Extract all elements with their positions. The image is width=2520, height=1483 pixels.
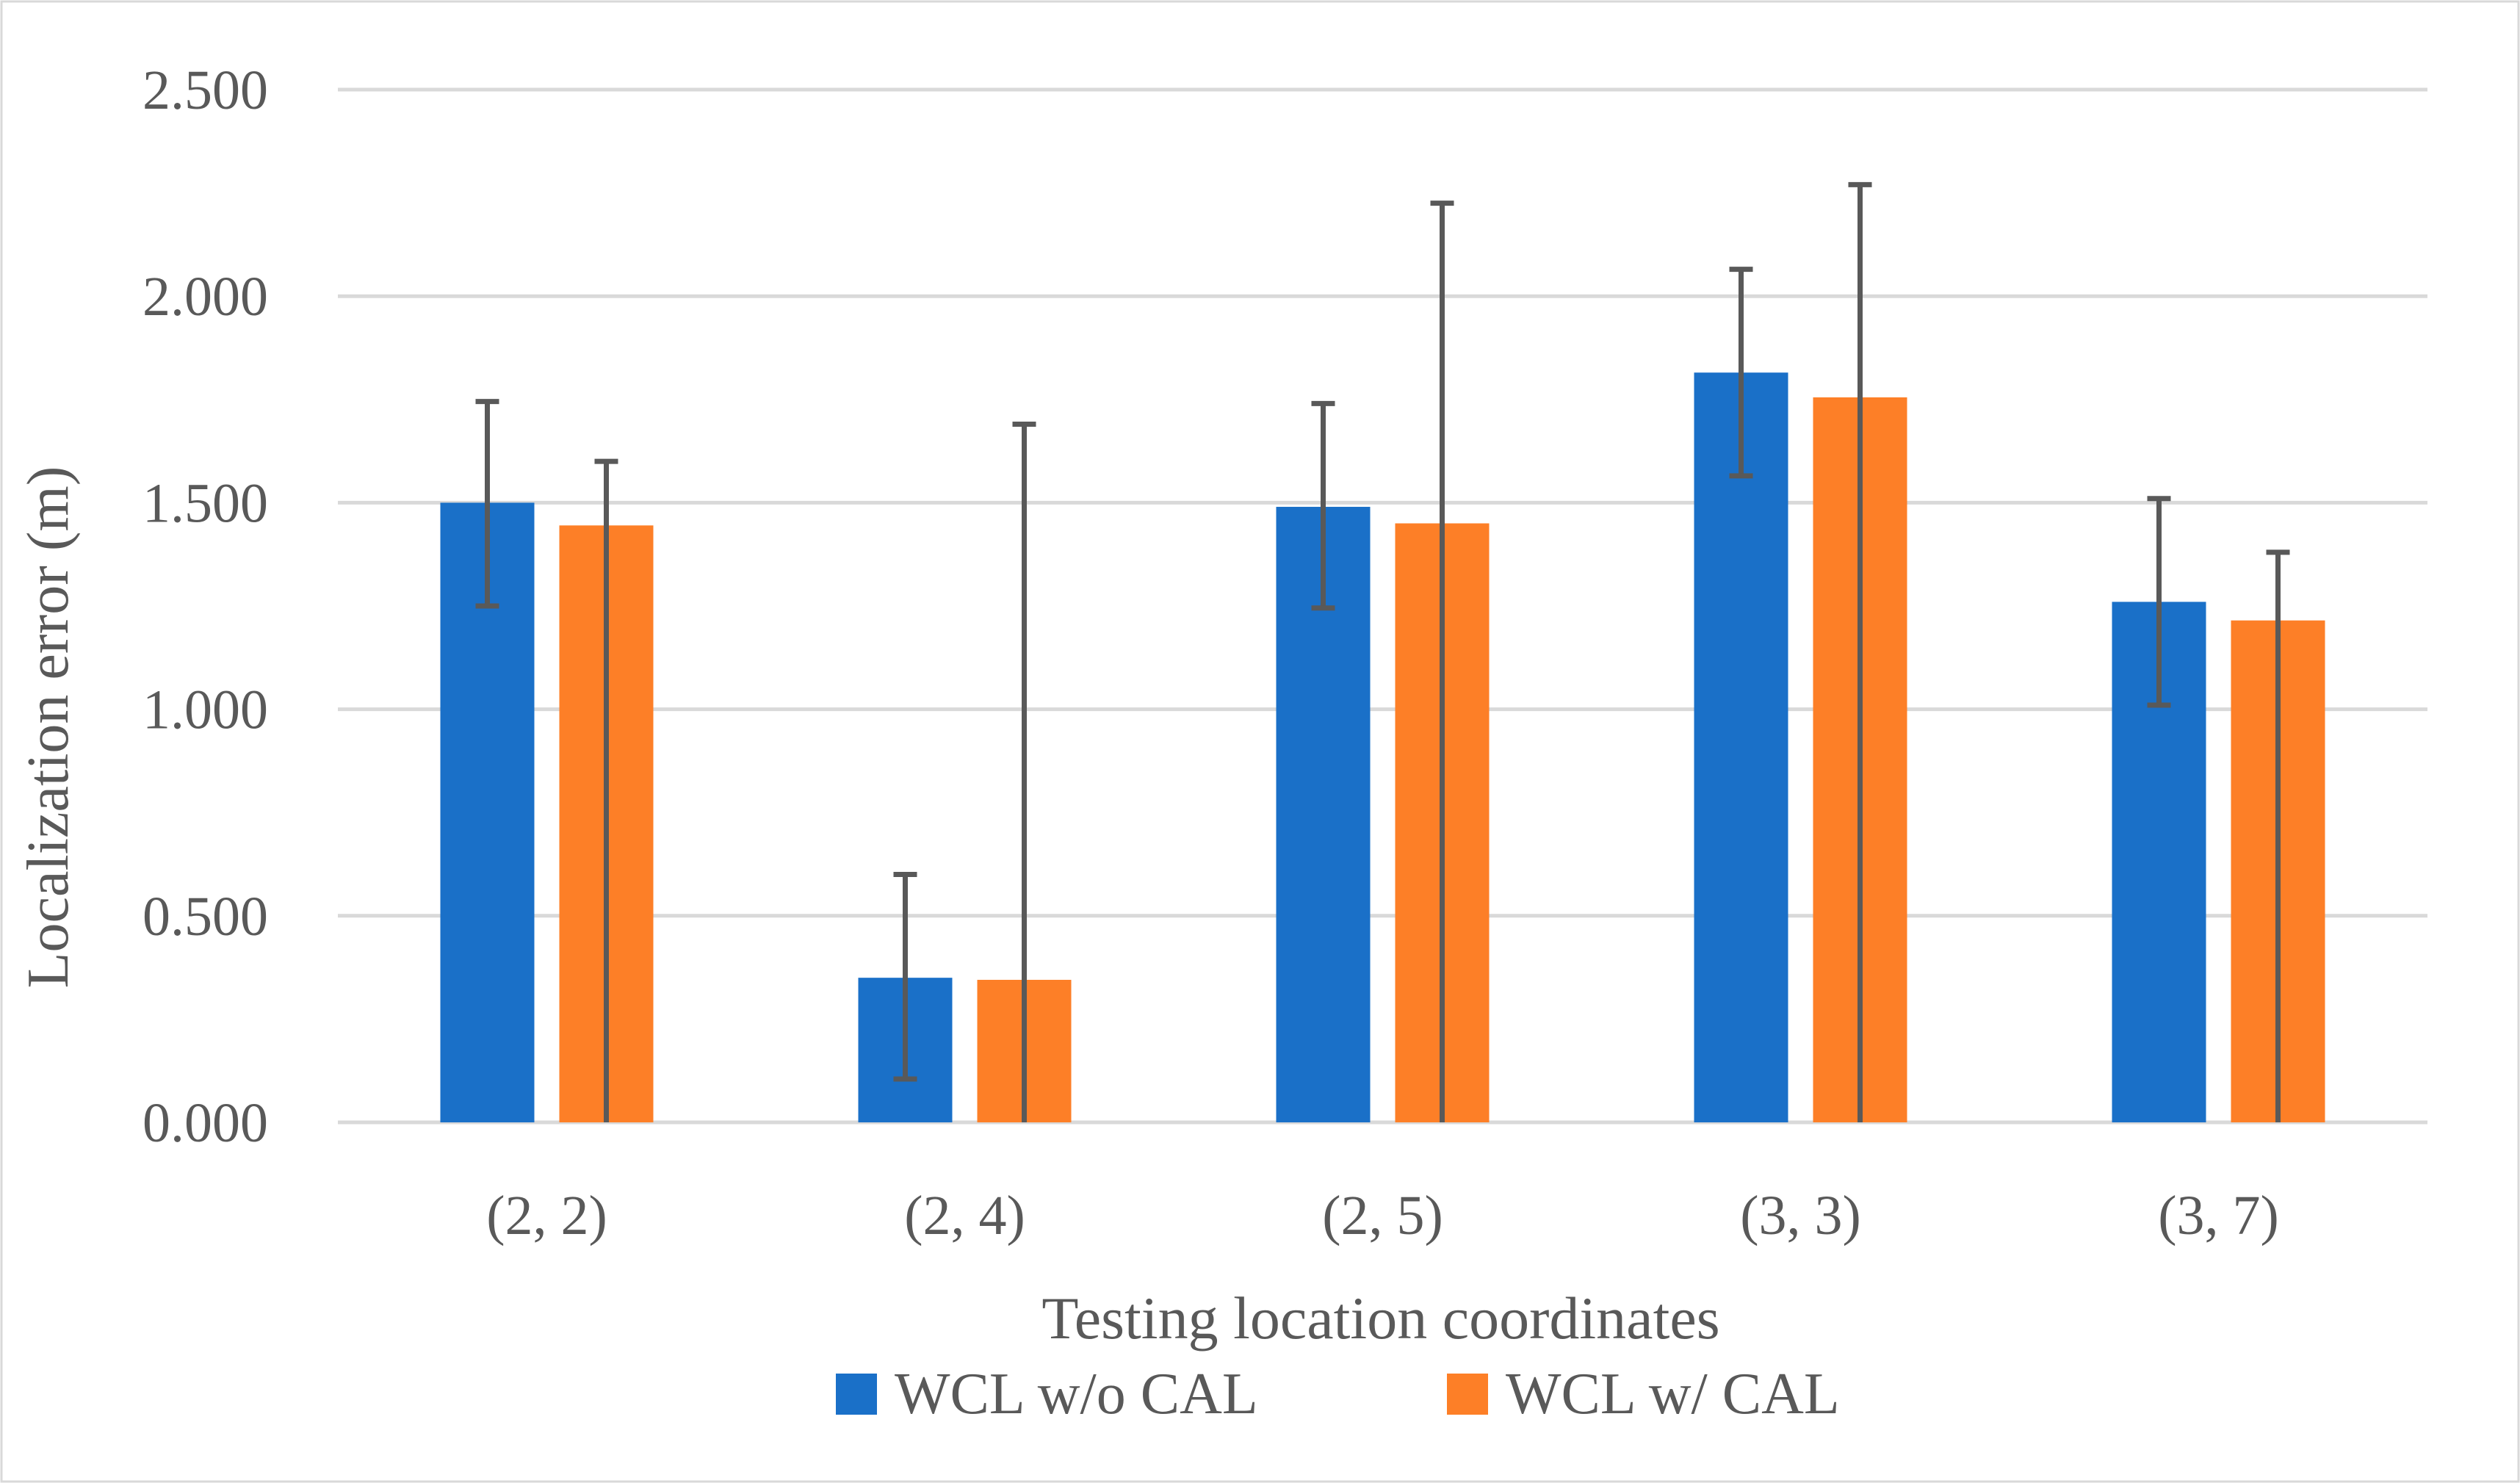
x-axis-label: Testing location coordinates [1041,1285,1719,1352]
y-tick-label: 0.500 [142,886,268,948]
y-tick-label: 1.000 [142,679,268,741]
y-tick-label: 0.000 [142,1092,268,1154]
bar-wcl-without-cal [1694,372,1788,1122]
legend-label-wcl-with-cal: WCL w/ CAL [1506,1362,1840,1426]
y-axis-label: Localization error (m) [16,466,81,989]
x-tick-label: (2, 2) [486,1185,607,1246]
x-axis-ticks: (2, 2) (2, 4) (2, 5) (3, 3) (3, 7) [486,1185,2279,1246]
legend-swatch-wcl-with-cal [1447,1374,1488,1415]
x-tick-label: (2, 5) [1322,1185,1443,1246]
y-tick-label: 2.500 [142,59,268,121]
y-tick-label: 1.500 [142,472,268,534]
x-tick-label: (3, 7) [2158,1185,2279,1246]
error-bars [475,181,2290,1122]
x-tick-label: (3, 3) [1740,1185,1861,1246]
gridlines [338,87,2427,1125]
legend: WCL w/o CAL WCL w/ CAL [836,1362,1840,1426]
legend-label-wcl-without-cal: WCL w/o CAL [895,1362,1258,1426]
y-axis-ticks: 0.000 0.500 1.000 1.500 2.000 2.500 [142,59,268,1154]
y-tick-label: 2.000 [142,266,268,328]
x-tick-label: (2, 4) [904,1185,1025,1246]
legend-swatch-wcl-without-cal [836,1374,877,1415]
